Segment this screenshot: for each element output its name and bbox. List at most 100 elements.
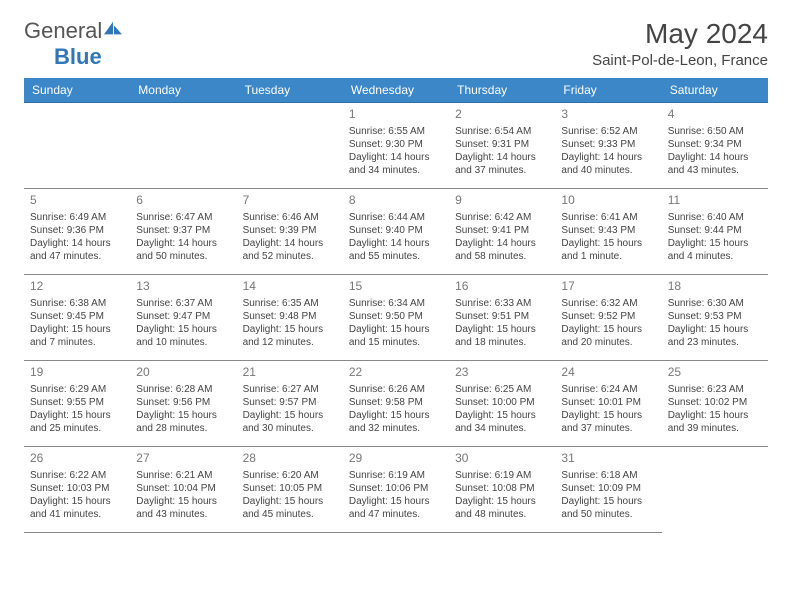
calendar-cell: 2Sunrise: 6:54 AMSunset: 9:31 PMDaylight…: [449, 103, 555, 189]
day-number: 24: [561, 365, 655, 381]
sunrise-line: Sunrise: 6:41 AM: [561, 211, 655, 224]
calendar-cell: 19Sunrise: 6:29 AMSunset: 9:55 PMDayligh…: [24, 361, 130, 447]
calendar-cell: 3Sunrise: 6:52 AMSunset: 9:33 PMDaylight…: [555, 103, 661, 189]
calendar-cell: 5Sunrise: 6:49 AMSunset: 9:36 PMDaylight…: [24, 189, 130, 275]
daylight-line: Daylight: 15 hours and 30 minutes.: [243, 409, 337, 435]
calendar-cell: 30Sunrise: 6:19 AMSunset: 10:08 PMDaylig…: [449, 447, 555, 533]
sunrise-line: Sunrise: 6:24 AM: [561, 383, 655, 396]
day-number: 16: [455, 279, 549, 295]
sunset-line: Sunset: 9:52 PM: [561, 310, 655, 323]
sunset-line: Sunset: 9:36 PM: [30, 224, 124, 237]
daylight-line: Daylight: 14 hours and 47 minutes.: [30, 237, 124, 263]
logo-word-a: General: [24, 18, 102, 43]
day-number: 26: [30, 451, 124, 467]
daylight-line: Daylight: 15 hours and 45 minutes.: [243, 495, 337, 521]
logo: General Blue: [24, 18, 124, 70]
logo-sail-icon: [102, 20, 124, 38]
daylight-line: Daylight: 15 hours and 18 minutes.: [455, 323, 549, 349]
day-number: 22: [349, 365, 443, 381]
sunrise-line: Sunrise: 6:54 AM: [455, 125, 549, 138]
calendar-cell: 7Sunrise: 6:46 AMSunset: 9:39 PMDaylight…: [237, 189, 343, 275]
sunset-line: Sunset: 9:43 PM: [561, 224, 655, 237]
sunrise-line: Sunrise: 6:21 AM: [136, 469, 230, 482]
sunrise-line: Sunrise: 6:19 AM: [455, 469, 549, 482]
sunset-line: Sunset: 9:34 PM: [668, 138, 762, 151]
weekday-header: Sunday: [24, 78, 130, 103]
sunrise-line: Sunrise: 6:26 AM: [349, 383, 443, 396]
daylight-line: Daylight: 15 hours and 1 minute.: [561, 237, 655, 263]
calendar-cell: 16Sunrise: 6:33 AMSunset: 9:51 PMDayligh…: [449, 275, 555, 361]
sunset-line: Sunset: 9:55 PM: [30, 396, 124, 409]
day-number: 4: [668, 107, 762, 123]
calendar-cell: 31Sunrise: 6:18 AMSunset: 10:09 PMDaylig…: [555, 447, 661, 533]
sunset-line: Sunset: 9:47 PM: [136, 310, 230, 323]
calendar-cell: 8Sunrise: 6:44 AMSunset: 9:40 PMDaylight…: [343, 189, 449, 275]
sunset-line: Sunset: 9:51 PM: [455, 310, 549, 323]
calendar-cell-empty: [662, 447, 768, 533]
day-number: 31: [561, 451, 655, 467]
daylight-line: Daylight: 15 hours and 48 minutes.: [455, 495, 549, 521]
sunrise-line: Sunrise: 6:28 AM: [136, 383, 230, 396]
weekday-header: Tuesday: [237, 78, 343, 103]
sunrise-line: Sunrise: 6:50 AM: [668, 125, 762, 138]
calendar-row: 19 Sunrise: 6:29 AMSunset: 9:55 PM Dayligh…: [24, 361, 768, 447]
sunset-line: Sunset: 9:31 PM: [455, 138, 549, 151]
daylight-line: Daylight: 15 hours and 32 minutes.: [349, 409, 443, 435]
daylight-line: Daylight: 14 hours and 50 minutes.: [136, 237, 230, 263]
sunrise-line: Sunrise: 6:40 AM: [668, 211, 762, 224]
sunset-line: Sunset: 10:05 PM: [243, 482, 337, 495]
weekday-header: Wednesday: [343, 78, 449, 103]
sunrise-line: Sunrise: 6:18 AM: [561, 469, 655, 482]
header: General Blue May 2024 Saint-Pol-de-Leon,…: [24, 18, 768, 70]
sunset-line: Sunset: 10:08 PM: [455, 482, 549, 495]
calendar-cell: 9Sunrise: 6:42 AMSunset: 9:41 PMDaylight…: [449, 189, 555, 275]
sunrise-line: Sunrise: 6:29 AM: [30, 383, 124, 396]
calendar-cell: 26Sunrise: 6:22 AMSunset: 10:03 PMDaylig…: [24, 447, 130, 533]
calendar-row: 12Sunrise: 6:38 AMSunset: 9:45 PMDayligh…: [24, 275, 768, 361]
calendar-cell: 27Sunrise: 6:21 AMSunset: 10:04 PMDaylig…: [130, 447, 236, 533]
calendar-cell: 12Sunrise: 6:38 AMSunset: 9:45 PMDayligh…: [24, 275, 130, 361]
day-number: 29: [349, 451, 443, 467]
calendar-cell: 17Sunrise: 6:32 AMSunset: 9:52 PMDayligh…: [555, 275, 661, 361]
day-number: 19: [30, 365, 124, 381]
daylight-line: Daylight: 14 hours and 34 minutes.: [349, 151, 443, 177]
sunset-line: Sunset: 9:44 PM: [668, 224, 762, 237]
calendar-cell: 25Sunrise: 6:23 AMSunset: 10:02 PMDaylig…: [662, 361, 768, 447]
daylight-line: Daylight: 15 hours and 39 minutes.: [668, 409, 762, 435]
daylight-line: Daylight: 15 hours and 20 minutes.: [561, 323, 655, 349]
sunset-line: Sunset: 10:09 PM: [561, 482, 655, 495]
daylight-line: Daylight: 15 hours and 4 minutes.: [668, 237, 762, 263]
calendar-row: 26Sunrise: 6:22 AMSunset: 10:03 PMDaylig…: [24, 447, 768, 533]
sunset-line: Sunset: 10:06 PM: [349, 482, 443, 495]
sunset-line: Sunset: 9:58 PM: [349, 396, 443, 409]
title-block: May 2024 Saint-Pol-de-Leon, France: [592, 18, 768, 69]
sunrise-line: Sunrise: 6:34 AM: [349, 297, 443, 310]
day-number: 6: [136, 193, 230, 209]
calendar-body: 1Sunrise: 6:55 AMSunset: 9:30 PMDaylight…: [24, 103, 768, 533]
daylight-line: Daylight: 14 hours and 52 minutes.: [243, 237, 337, 263]
calendar-cell: 11 Sunrise: 6:40 AMSunset: 9:44 PMDayligh…: [662, 189, 768, 275]
day-number: 11: [668, 193, 762, 209]
calendar-cell: 21Sunrise: 6:27 AMSunset: 9:57 PMDayligh…: [237, 361, 343, 447]
daylight-line: Daylight: 15 hours and 12 minutes.: [243, 323, 337, 349]
sunset-line: Sunset: 10:00 PM: [455, 396, 549, 409]
day-number: 18: [668, 279, 762, 295]
daylight-line: Daylight: 15 hours and 15 minutes.: [349, 323, 443, 349]
day-number: 12: [30, 279, 124, 295]
calendar-cell: 14Sunrise: 6:35 AMSunset: 9:48 PMDayligh…: [237, 275, 343, 361]
calendar-cell: 18Sunrise: 6:30 AMSunset: 9:53 PMDayligh…: [662, 275, 768, 361]
location: Saint-Pol-de-Leon, France: [592, 52, 768, 69]
sunrise-line: Sunrise: 6:32 AM: [561, 297, 655, 310]
day-number: 25: [668, 365, 762, 381]
sunset-line: Sunset: 9:39 PM: [243, 224, 337, 237]
calendar-cell: 4Sunrise: 6:50 AMSunset: 9:34 PMDaylight…: [662, 103, 768, 189]
weekday-header: Saturday: [662, 78, 768, 103]
sunset-line: Sunset: 9:53 PM: [668, 310, 762, 323]
sunrise-line: Sunrise: 6:46 AM: [243, 211, 337, 224]
calendar-cell: 22 Sunrise: 6:26 AMSunset: 9:58 PMDayligh…: [343, 361, 449, 447]
logo-text: General Blue: [24, 18, 124, 70]
sunrise-line: Sunrise: 6:38 AM: [30, 297, 124, 310]
sunrise-line: Sunrise: 6:25 AM: [455, 383, 549, 396]
calendar-table: SundayMondayTuesdayWednesdayThursdayFrid…: [24, 78, 768, 533]
day-number: 15: [349, 279, 443, 295]
